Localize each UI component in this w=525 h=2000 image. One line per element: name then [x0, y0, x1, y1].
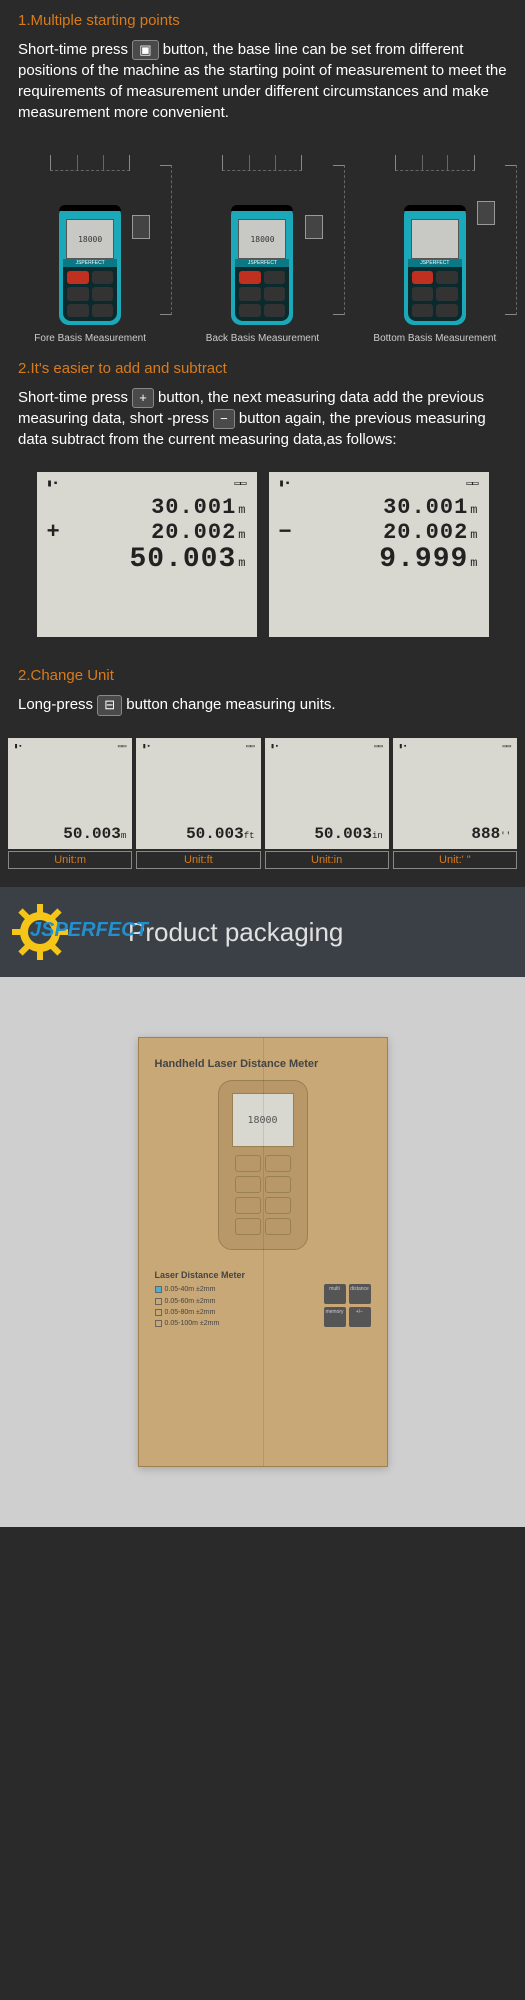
checkbox-icon — [155, 1309, 162, 1316]
signal-icon: ▮▪ — [47, 478, 59, 490]
box-device-illustration: 18000 — [218, 1080, 308, 1250]
ruler-icon — [395, 155, 475, 171]
para-2: Short-time press + button, the next meas… — [18, 387, 507, 450]
feature-icon: multi — [324, 1284, 346, 1304]
device-icon: JSPERFECT — [404, 205, 466, 325]
feature-icon: +/− — [349, 1307, 371, 1327]
ruler-icon — [505, 165, 517, 315]
heading-3: 2.Change Unit — [18, 667, 507, 684]
target-icon — [477, 201, 495, 225]
unit-in: ▮▪▭▭50.003in Unit:in — [265, 738, 389, 870]
diagram-bottom: JSPERFECT Bottom Basis Measurement — [351, 155, 519, 344]
plus-button-icon: + — [132, 388, 154, 408]
product-box: Handheld Laser Distance Meter 18000 Lase… — [138, 1037, 388, 1467]
ruler-icon — [160, 165, 172, 315]
ruler-icon — [333, 165, 345, 315]
jsperfect-logo: JSPERFECT — [10, 907, 120, 957]
section-change-unit: 2.Change Unit Long-press ⊟ button change… — [0, 655, 525, 737]
ruler-icon — [50, 155, 130, 171]
device-icon: 18000 JSPERFECT — [231, 205, 293, 325]
target-icon — [305, 215, 323, 239]
heading-1: 1.Multiple starting points — [18, 12, 507, 29]
lcd-examples: ▮▪▭▭ 30.001m +20.002m 50.003m ▮▪▭▭ 30.00… — [0, 472, 525, 655]
diagram-back: 18000 JSPERFECT Back Basis Measurement — [178, 155, 346, 344]
basis-button-icon: ▣ — [132, 40, 158, 60]
unit-m: ▮▪▭▭50.003m Unit:m — [8, 738, 132, 870]
lcd-add: ▮▪▭▭ 30.001m +20.002m 50.003m — [37, 472, 257, 637]
box-feature-icons: multi distance memory +/− — [324, 1284, 371, 1327]
diagram-fore: 18000 JSPERFECT Fore Basis Measurement — [6, 155, 174, 344]
unit-button-icon: ⊟ — [97, 695, 122, 715]
basis-diagrams: 18000 JSPERFECT Fore Basis Measurement 1… — [0, 145, 525, 348]
feature-icon: distance — [349, 1284, 371, 1304]
unit-ft: ▮▪▭▭50.003ft Unit:ft — [136, 738, 260, 870]
unit-examples: ▮▪▭▭50.003m Unit:m ▮▪▭▭50.003ft Unit:ft … — [0, 738, 525, 888]
packaging-body: Handheld Laser Distance Meter 18000 Lase… — [0, 977, 525, 1527]
box-spec-list: 0.05-40m ±2mm 0.05-60m ±2mm 0.05-80m ±2m… — [155, 1284, 220, 1329]
unit-inch-quote: ▮▪▭▭888'' Unit:' " — [393, 738, 517, 870]
heading-2: 2.It's easier to add and subtract — [18, 360, 507, 377]
packaging-title: Product packaging — [128, 917, 343, 948]
minus-button-icon: − — [213, 409, 235, 429]
target-icon — [132, 215, 150, 239]
packaging-header: JSPERFECT Product packaging — [0, 887, 525, 977]
device-icon: 18000 JSPERFECT — [59, 205, 121, 325]
battery-icon: ▭▭ — [234, 478, 246, 490]
section-add-subtract: 2.It's easier to add and subtract Short-… — [0, 348, 525, 472]
battery-icon: ▭▭ — [466, 478, 478, 490]
ruler-icon — [222, 155, 302, 171]
para-3: Long-press ⊟ button change measuring uni… — [18, 694, 507, 715]
lcd-subtract: ▮▪▭▭ 30.001m −20.002m 9.999m — [269, 472, 489, 637]
box-title: Handheld Laser Distance Meter — [155, 1058, 371, 1070]
para-1: Short-time press ▣ button, the base line… — [18, 39, 507, 123]
feature-icon: memory — [324, 1307, 346, 1327]
checkbox-icon — [155, 1320, 162, 1327]
section-starting-points: 1.Multiple starting points Short-time pr… — [0, 0, 525, 145]
logo-text: JSPERFECT — [30, 919, 148, 942]
box-footer-title: Laser Distance Meter — [155, 1270, 371, 1280]
checkbox-icon — [155, 1286, 162, 1293]
checkbox-icon — [155, 1298, 162, 1305]
signal-icon: ▮▪ — [279, 478, 291, 490]
